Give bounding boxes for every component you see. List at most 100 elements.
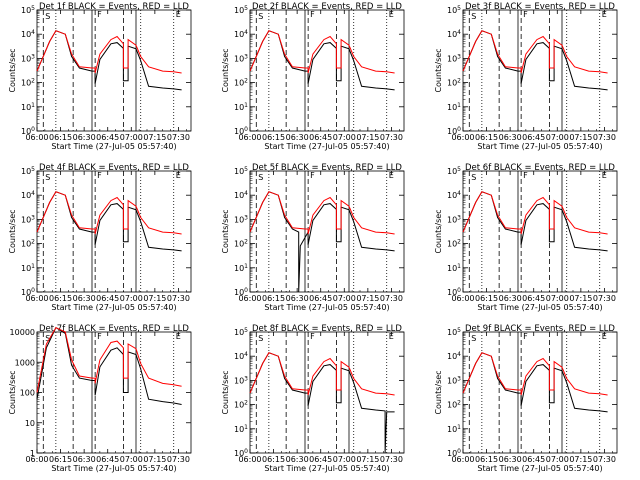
- top-marker-F: F: [310, 10, 315, 19]
- top-marker-E: E: [389, 171, 394, 180]
- x-axis-label: Start Time (27-Jul-05 05:57:40): [264, 142, 389, 151]
- y-tick-label: 100: [234, 448, 248, 458]
- x-tick-label: 06:00: [238, 455, 261, 464]
- top-marker-E: E: [602, 171, 607, 180]
- y-tick-label: 103: [234, 375, 248, 385]
- y-tick-label: 102: [447, 78, 461, 88]
- y-axis-label: Counts/sec: [8, 48, 17, 92]
- x-axis-label: Start Time (27-Jul-05 05:57:40): [51, 142, 176, 151]
- x-tick-label: 06:30: [286, 133, 309, 142]
- x-tick-label: 06:15: [49, 294, 72, 303]
- x-tick-label: 07:15: [356, 133, 379, 142]
- panel-title: Det 6f BLACK = Events, RED = LLD: [465, 163, 615, 173]
- series-events-line: [249, 191, 395, 293]
- x-axis-label: Start Time (27-Jul-05 05:57:40): [477, 142, 602, 151]
- x-tick-label: 07:15: [143, 294, 166, 303]
- y-axis-label: Counts/sec: [434, 370, 443, 414]
- x-tick-label: 07:30: [380, 455, 403, 464]
- x-tick-label: 07:30: [593, 133, 616, 142]
- y-tick-label: 100: [21, 126, 35, 136]
- x-tick-label: 06:30: [286, 455, 309, 464]
- series-lld-line: [249, 352, 395, 396]
- y-tick-label: 101: [234, 424, 248, 434]
- x-tick-label: 06:15: [49, 133, 72, 142]
- y-tick-label: 105: [234, 5, 248, 15]
- x-tick-label: 07:30: [167, 294, 190, 303]
- panel-title: Det 1f BLACK = Events, RED = LLD: [39, 2, 189, 12]
- top-marker-E: E: [389, 332, 394, 341]
- y-axis-label: Counts/sec: [221, 209, 230, 253]
- y-tick-label: 104: [234, 351, 248, 361]
- top-marker-F: F: [97, 171, 102, 180]
- y-tick-label: 101: [234, 102, 248, 112]
- y-tick-label: 104: [21, 29, 35, 39]
- top-marker-S: S: [258, 173, 263, 182]
- x-tick-label: 07:30: [167, 455, 190, 464]
- x-tick-label: 06:30: [73, 133, 96, 142]
- x-tick-label: 07:30: [167, 133, 190, 142]
- x-tick-label: 06:00: [451, 294, 474, 303]
- x-tick-label: 07:15: [143, 133, 166, 142]
- y-tick-label: 103: [234, 214, 248, 224]
- y-tick-label: 100: [234, 287, 248, 297]
- plot-frame: [36, 9, 192, 132]
- panel-title: Det 3f BLACK = Events, RED = LLD: [465, 2, 615, 12]
- plot-frame: [249, 170, 405, 293]
- plot-frame: [36, 170, 192, 293]
- x-tick-label: 06:30: [73, 455, 96, 464]
- y-tick-label: 103: [234, 53, 248, 63]
- x-tick-label: 06:30: [73, 294, 96, 303]
- top-marker-F: F: [523, 10, 528, 19]
- x-tick-label: 06:00: [25, 455, 48, 464]
- plot-frame: [249, 331, 405, 454]
- top-marker-S: S: [471, 12, 476, 21]
- series-events-line: [462, 30, 608, 91]
- plot-frame: [462, 170, 618, 293]
- panel-title: Det 9f BLACK = Events, RED = LLD: [465, 324, 615, 334]
- y-tick-label: 100: [234, 126, 248, 136]
- x-axis-label: Start Time (27-Jul-05 05:57:40): [51, 464, 176, 473]
- x-tick-label: 07:00: [546, 133, 569, 142]
- x-tick-label: 06:15: [49, 455, 72, 464]
- top-marker-F: F: [523, 332, 528, 341]
- top-marker-S: S: [471, 173, 476, 182]
- series-lld-line: [36, 191, 182, 235]
- y-tick-label: 101: [234, 263, 248, 273]
- top-marker-E: E: [176, 10, 181, 19]
- x-tick-label: 06:45: [96, 455, 119, 464]
- x-tick-label: 07:15: [569, 133, 592, 142]
- x-tick-label: 06:45: [522, 294, 545, 303]
- y-tick-label: 105: [234, 166, 248, 176]
- top-marker-S: S: [258, 334, 263, 343]
- y-tick-label: 103: [447, 53, 461, 63]
- panel-title: Det 4f BLACK = Events, RED = LLD: [39, 163, 189, 173]
- y-tick-label: 1: [30, 449, 35, 458]
- top-marker-E: E: [602, 10, 607, 19]
- top-marker-F: F: [523, 171, 528, 180]
- x-tick-label: 07:00: [120, 133, 143, 142]
- y-tick-label: 101: [447, 102, 461, 112]
- y-tick-label: 102: [447, 400, 461, 410]
- x-tick-label: 06:00: [25, 133, 48, 142]
- x-tick-label: 07:00: [333, 455, 356, 464]
- x-tick-label: 07:15: [143, 455, 166, 464]
- top-marker-E: E: [602, 332, 607, 341]
- x-tick-label: 06:15: [475, 133, 498, 142]
- panel-title: Det 5f BLACK = Events, RED = LLD: [252, 163, 402, 173]
- plot-frame: [36, 331, 192, 454]
- x-tick-label: 06:45: [309, 455, 332, 464]
- top-marker-S: S: [45, 173, 50, 182]
- top-marker-F: F: [310, 171, 315, 180]
- series-lld-line: [249, 30, 395, 74]
- y-tick-label: 101: [21, 263, 35, 273]
- x-tick-label: 06:30: [499, 455, 522, 464]
- x-tick-label: 06:45: [309, 133, 332, 142]
- x-tick-label: 07:30: [380, 133, 403, 142]
